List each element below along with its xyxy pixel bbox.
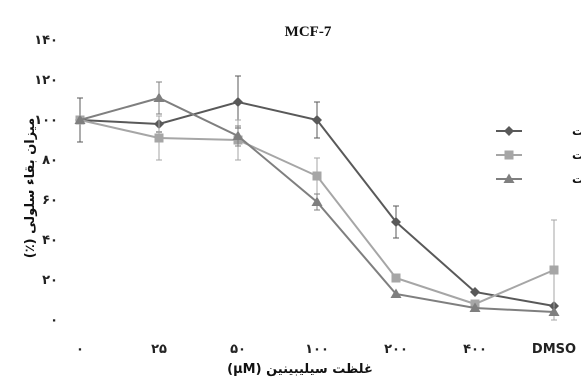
data-point: [233, 97, 243, 107]
data-point: [504, 126, 514, 136]
x-tick-label: ۴۰۰: [463, 342, 487, 357]
data-point: [503, 173, 515, 183]
x-tick-label: ۵۰: [230, 342, 246, 357]
data-point: [153, 92, 165, 102]
data-point: [391, 273, 401, 283]
legend-label: ۲۴ ساعت: [572, 124, 581, 138]
y-tick-label: ۱۰۰: [34, 113, 58, 128]
data-point: [312, 115, 322, 125]
x-tick-label: ۰: [76, 342, 84, 357]
series-3: [74, 81, 560, 316]
y-tick-label: ۸۰: [42, 153, 58, 168]
data-point: [469, 302, 481, 312]
chart-title: MCF-7: [285, 24, 332, 40]
y-axis-label: میزان بقاء سلولی (٪): [23, 118, 38, 258]
data-point: [154, 133, 164, 143]
legend-item: ۴۸ ساعت: [496, 148, 581, 162]
y-tick-label: ۱۴۰: [34, 33, 58, 48]
y-tick-label: ۶۰: [42, 193, 58, 208]
legend-item: ۲۴ ساعت: [496, 124, 581, 138]
y-tick-label: ۲۰: [42, 273, 58, 288]
legend-label: ۴۸ ساعت: [572, 148, 581, 162]
data-point: [232, 130, 244, 140]
series-layer: [74, 75, 560, 321]
x-axis-label: غلظت سیلیبینین (µM): [227, 362, 373, 377]
data-point: [390, 288, 402, 298]
legend-label: ۷۲ ساعت: [572, 172, 581, 186]
y-tick-label: ۰: [50, 313, 58, 328]
legend: ۲۴ ساعت ۴۸ ساعت ۷۲ ساعت: [496, 124, 581, 186]
data-point: [311, 196, 323, 206]
data-point: [312, 171, 322, 181]
data-point: [504, 150, 514, 160]
y-tick-label: ۴۰: [42, 233, 58, 248]
data-point: [549, 265, 559, 275]
x-tick-label: ۱۰۰: [305, 342, 329, 357]
axes-layer: ۰ ۲۰ ۴۰ ۶۰ ۸۰ ۱۰۰ ۱۲۰ ۱۴۰ ۰ ۲۵ ۵۰ ۱۰۰ ۲۰۰ ۴۰۰ DMSO: [34, 33, 576, 357]
x-tick-label: DMSO: [532, 342, 576, 357]
data-point: [470, 287, 480, 297]
legend-item: ۷۲ ساعت: [496, 172, 581, 186]
data-point: [548, 306, 560, 316]
x-tick-label: ۲۰۰: [384, 342, 408, 357]
data-point: [74, 114, 86, 124]
data-point: [391, 217, 401, 227]
y-tick-label: ۱۲۰: [34, 73, 58, 88]
x-tick-label: ۲۵: [151, 342, 167, 357]
